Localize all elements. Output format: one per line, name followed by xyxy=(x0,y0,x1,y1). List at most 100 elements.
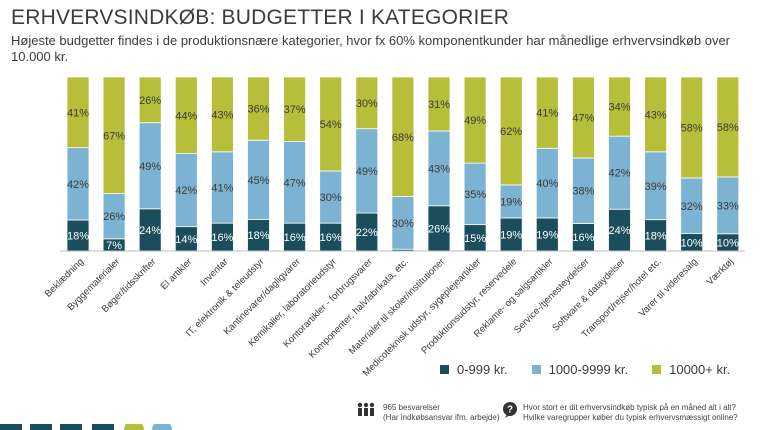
data-label: 35% xyxy=(464,189,486,201)
data-label: 42% xyxy=(175,185,197,197)
bar-service-tjenesteydelser-series-3 xyxy=(572,76,595,159)
data-label: 32% xyxy=(681,201,703,213)
legend-label: 10000+ kr. xyxy=(669,362,731,377)
bar-el-artikler-series-3 xyxy=(174,76,198,154)
data-label: 49% xyxy=(464,115,486,127)
legend-item-10000-plus: 10000+ kr. xyxy=(652,362,730,377)
data-label: 19% xyxy=(500,229,522,241)
data-label: 34% xyxy=(608,102,630,114)
data-label: 54% xyxy=(320,119,342,131)
respondents-count: 965 besvarelser xyxy=(383,403,440,412)
legend-label: 0-999 kr. xyxy=(457,362,508,377)
data-label: 26% xyxy=(428,223,450,235)
chart-subtitle: Højeste budgetter findes i de produktion… xyxy=(11,33,731,64)
legend-item-1000-9999: 1000-9999 kr. xyxy=(531,362,629,377)
data-label: 19% xyxy=(500,196,522,208)
bar-kemikalier-laboratorieudstyr-series-3 xyxy=(319,76,343,172)
data-label: 41% xyxy=(536,108,558,120)
data-label: 37% xyxy=(284,104,306,116)
data-label: 30% xyxy=(392,218,414,230)
data-label: 41% xyxy=(211,182,233,194)
data-label: 49% xyxy=(139,161,161,173)
data-label: 16% xyxy=(572,232,594,244)
respondents-note: 965 besvarelser (Har indkøbsansvar ifm. … xyxy=(383,403,499,423)
category-label: El artikler xyxy=(159,256,195,292)
bar-inventar-series-3 xyxy=(210,76,234,153)
data-label: 41% xyxy=(67,107,89,119)
data-label: 44% xyxy=(175,110,197,122)
bar-værktøj-series-3 xyxy=(716,76,740,178)
bar-it-elektronik-teleudstyr-series-3 xyxy=(247,76,270,141)
question-line-2: Hvilke varegrupper køber du typisk erhve… xyxy=(523,413,738,422)
data-label: 58% xyxy=(681,122,703,134)
people-icon xyxy=(357,402,375,416)
legend-swatch xyxy=(652,365,662,374)
data-label: 43% xyxy=(211,109,233,121)
category-label: Værktøj xyxy=(705,256,736,287)
question-icon: ? xyxy=(503,402,517,418)
data-label: 39% xyxy=(645,181,667,193)
data-label: 47% xyxy=(572,112,594,124)
bar-bøger-tidsskrifter-series-3 xyxy=(138,76,162,124)
bar-beklædning-series-3 xyxy=(66,76,90,149)
legend-swatch xyxy=(440,365,449,374)
data-label: 67% xyxy=(103,130,125,142)
data-label: 7% xyxy=(106,240,122,252)
data-label: 18% xyxy=(247,230,269,242)
data-label: 26% xyxy=(139,95,161,107)
bar-kontorartikler-forbrugsvarer-series-3 xyxy=(355,76,379,130)
data-label: 16% xyxy=(284,232,306,244)
data-label: 18% xyxy=(645,230,667,242)
bar-software-dataydelser-series-3 xyxy=(608,76,631,137)
data-label: 36% xyxy=(247,104,269,116)
data-label: 33% xyxy=(717,200,739,212)
chart-title: ERHVERVSINDKØB: BUDGETTER I KATEGORIER xyxy=(11,6,510,29)
data-label: 16% xyxy=(320,232,342,244)
bar-byggematerialer-series-3 xyxy=(102,76,126,194)
data-label: 68% xyxy=(392,132,414,144)
bar-reklame-og-salgsartikler-series-3 xyxy=(535,76,559,149)
data-label: 15% xyxy=(464,233,486,245)
data-label: 47% xyxy=(284,177,306,189)
data-label: 62% xyxy=(500,126,522,138)
legend-item-0-999: 0-999 kr. xyxy=(440,362,508,377)
data-label: 49% xyxy=(356,166,378,178)
data-label: 10% xyxy=(717,237,739,249)
bar-kantinevarer-dagligvarer-series-3 xyxy=(283,76,307,142)
data-label: 24% xyxy=(608,225,630,237)
data-label: 31% xyxy=(428,99,450,111)
question-note: Hvor stort er dit erhvervsindkøb typisk … xyxy=(523,403,738,423)
question-line-1: Hvor stort er dit erhvervsindkøb typisk … xyxy=(523,403,736,412)
data-label: 19% xyxy=(536,229,558,241)
data-label: 10% xyxy=(681,237,703,249)
legend-swatch xyxy=(531,365,541,374)
bar-materialer-til-skoler-institutioner-series-3 xyxy=(427,76,451,132)
data-label: 14% xyxy=(175,234,197,246)
respondents-criteria: (Har indkøbsansvar ifm. arbejde) xyxy=(383,413,500,422)
data-label: 40% xyxy=(536,178,558,190)
category-label: Inventar xyxy=(198,256,230,288)
data-label: 30% xyxy=(320,192,342,204)
svg-text:?: ? xyxy=(507,405,513,416)
bar-transport-rejser-hotel-etc-series-3 xyxy=(644,76,667,153)
data-label: 38% xyxy=(572,186,594,198)
data-label: 22% xyxy=(356,227,378,239)
data-label: 43% xyxy=(645,109,667,121)
data-label: 45% xyxy=(247,175,269,187)
data-label: 30% xyxy=(356,98,378,110)
data-label: 42% xyxy=(608,168,630,180)
legend-label: 1000-9999 kr. xyxy=(548,362,629,377)
legend: 0-999 kr. 1000-9999 kr. 10000+ kr. xyxy=(440,362,754,377)
bar-komponenter-halvfabrikata-etc-series-3 xyxy=(391,76,415,197)
data-label: 24% xyxy=(139,225,161,237)
data-label: 18% xyxy=(67,230,89,242)
bar-produktionsudstyr-reservedele-series-3 xyxy=(499,76,523,186)
data-label: 42% xyxy=(67,179,89,191)
brand-logo-fragment xyxy=(0,424,172,430)
bar-medicoteknisk-udstyr-sygeplejeartikler-series-3 xyxy=(463,76,487,164)
bar-varer-til-videresalg-series-3 xyxy=(680,76,704,179)
data-label: 26% xyxy=(103,211,125,223)
data-label: 58% xyxy=(717,122,739,134)
data-label: 16% xyxy=(211,232,233,244)
